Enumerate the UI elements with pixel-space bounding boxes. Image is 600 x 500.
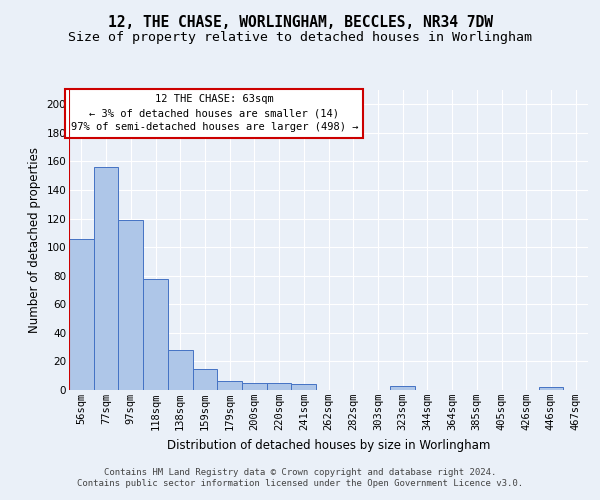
- Bar: [242, 383, 267, 390]
- Bar: [118, 220, 143, 390]
- Bar: [168, 350, 193, 390]
- Bar: [292, 384, 316, 390]
- Bar: [539, 387, 563, 390]
- Y-axis label: Number of detached properties: Number of detached properties: [28, 147, 41, 333]
- Bar: [193, 368, 217, 390]
- Text: 12, THE CHASE, WORLINGHAM, BECCLES, NR34 7DW: 12, THE CHASE, WORLINGHAM, BECCLES, NR34…: [107, 15, 493, 30]
- Bar: [217, 382, 242, 390]
- Bar: [143, 278, 168, 390]
- Text: Size of property relative to detached houses in Worlingham: Size of property relative to detached ho…: [68, 31, 532, 44]
- Bar: [390, 386, 415, 390]
- Bar: [69, 238, 94, 390]
- Bar: [267, 383, 292, 390]
- Bar: [94, 167, 118, 390]
- Text: Contains HM Land Registry data © Crown copyright and database right 2024.
Contai: Contains HM Land Registry data © Crown c…: [77, 468, 523, 487]
- X-axis label: Distribution of detached houses by size in Worlingham: Distribution of detached houses by size …: [167, 438, 490, 452]
- Text: 12 THE CHASE: 63sqm
← 3% of detached houses are smaller (14)
97% of semi-detache: 12 THE CHASE: 63sqm ← 3% of detached hou…: [71, 94, 358, 132]
